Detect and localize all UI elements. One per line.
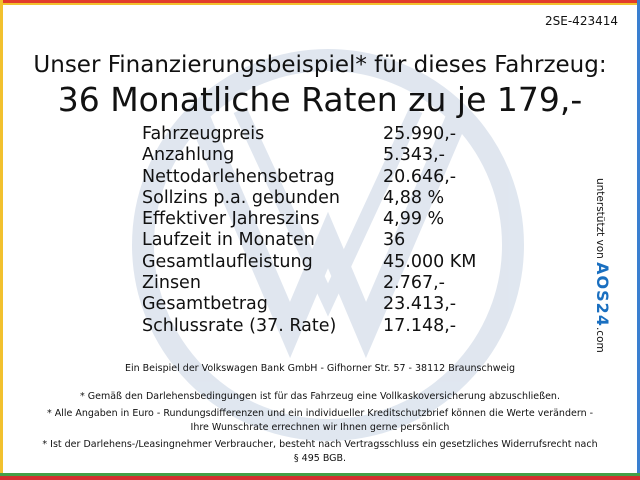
footnotes: * Gemäß den Darlehensbedingungen ist für… bbox=[40, 390, 600, 469]
row-value: 4,99 % bbox=[383, 209, 445, 230]
table-row: Laufzeit in Monaten 36 bbox=[142, 230, 476, 251]
table-row: Gesamtlaufleistung 45.000 KM bbox=[142, 252, 476, 273]
row-label: Fahrzeugpreis bbox=[142, 124, 265, 144]
row-value: 4,88 % bbox=[383, 187, 445, 208]
table-row: Fahrzeugpreis 25.990,- bbox=[142, 124, 476, 145]
reference-code: 2SE-423414 bbox=[545, 14, 618, 28]
table-row: Nettodarlehensbetrag 20.646,- bbox=[142, 167, 476, 188]
row-value: 23.413,- bbox=[383, 294, 457, 315]
row-label: Effektiver Jahreszins bbox=[142, 209, 320, 230]
finance-table: Fahrzeugpreis 25.990,- Anzahlung 5.343,- Net… bbox=[142, 124, 476, 337]
row-label: Laufzeit in Monaten bbox=[142, 230, 315, 251]
sponsor-brand: AOS24 bbox=[593, 262, 612, 327]
footnote: * Ist der Darlehens-/Leasingnehmer Verbr… bbox=[42, 438, 598, 465]
table-row: Sollzins p.a. gebunden 4,88 % bbox=[142, 188, 476, 209]
row-label: Gesamtbetrag bbox=[142, 294, 268, 315]
sponsor-suffix: .com bbox=[594, 326, 606, 353]
row-label: Zinsen bbox=[142, 273, 201, 294]
sponsor: unterstützt von AOS24.com bbox=[593, 178, 612, 353]
footnote: * Gemäß den Darlehensbedingungen ist für… bbox=[80, 391, 560, 402]
table-row: Gesamtbetrag 23.413,- bbox=[142, 294, 476, 315]
table-row: Anzahlung 5.343,- bbox=[142, 145, 476, 166]
table-row: Zinsen 2.767,- bbox=[142, 273, 476, 294]
row-value: 5.343,- bbox=[383, 145, 445, 166]
row-value: 25.990,- bbox=[383, 124, 457, 144]
heading: Unser Finanzierungsbeispiel* für dieses … bbox=[33, 52, 607, 78]
row-value: 17.148,- bbox=[383, 315, 457, 336]
bank-line: Ein Beispiel der Volkswagen Bank GmbH - … bbox=[124, 363, 515, 374]
footnote: * Alle Angaben in Euro - Rundungsdiffere… bbox=[46, 407, 594, 434]
row-value: 20.646,- bbox=[383, 166, 457, 187]
row-label: Nettodarlehensbetrag bbox=[142, 166, 335, 187]
row-value: 45.000 KM bbox=[383, 251, 477, 272]
row-label: Anzahlung bbox=[142, 145, 235, 166]
table-row: Schlussrate (37. Rate) 17.148,- bbox=[142, 316, 476, 337]
row-label: Schlussrate (37. Rate) bbox=[142, 315, 337, 336]
row-value: 36 bbox=[383, 230, 406, 251]
sponsor-prefix: unterstützt von bbox=[594, 178, 606, 259]
row-value: 2.767,- bbox=[383, 273, 445, 294]
row-label: Gesamtlaufleistung bbox=[142, 251, 313, 272]
table-row: Effektiver Jahreszins 4,99 % bbox=[142, 209, 476, 230]
headline: 36 Monatliche Raten zu je 179,- bbox=[57, 80, 583, 119]
row-label: Sollzins p.a. gebunden bbox=[142, 187, 341, 208]
